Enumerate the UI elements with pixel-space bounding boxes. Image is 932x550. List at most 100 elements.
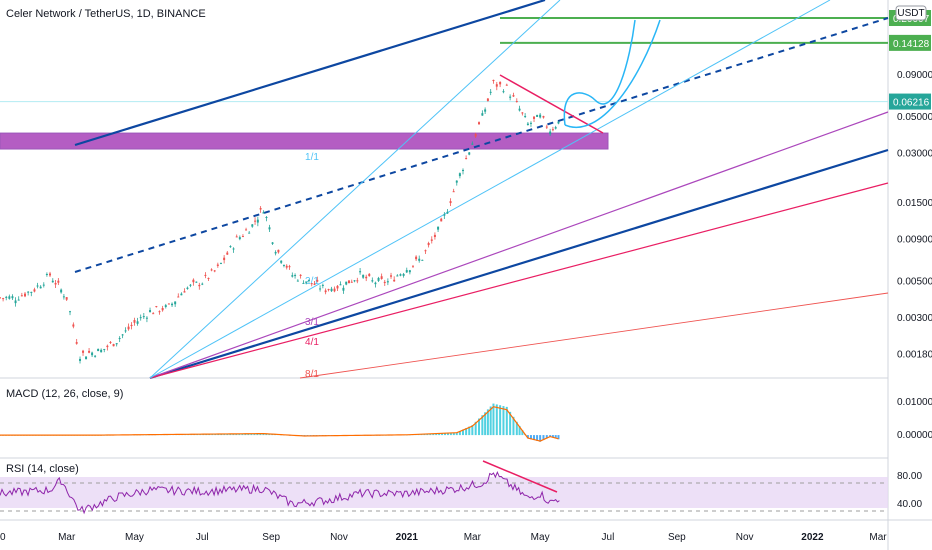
price-candle <box>118 338 121 340</box>
price-candle <box>380 276 383 279</box>
price-candle <box>282 264 285 266</box>
time-tick-label: Jul <box>196 532 209 543</box>
rsi-tick-label: 40.00 <box>897 499 922 510</box>
price-candle <box>551 129 554 131</box>
currency-badge[interactable] <box>895 5 927 21</box>
price-tick-label: 0.00300 <box>897 313 932 324</box>
price-candle <box>226 252 229 255</box>
macd-histogram-bar <box>259 433 262 436</box>
price-candle <box>502 91 505 93</box>
price-candle <box>223 257 226 261</box>
price-candle <box>339 284 342 286</box>
price-tick-label: 0.01500 <box>897 198 932 209</box>
price-candle <box>171 303 174 306</box>
price-candle <box>319 288 322 290</box>
price-candle <box>265 217 268 219</box>
price-candle <box>368 273 371 277</box>
price-candle <box>481 113 484 116</box>
price-candle <box>365 276 368 279</box>
macd-histogram-bar <box>539 435 542 442</box>
price-tick-label: 0.00900 <box>897 235 932 246</box>
price-candle <box>167 303 170 305</box>
price-candle <box>124 330 127 332</box>
price-candle <box>232 248 235 250</box>
fan-line-4 <box>299 292 889 379</box>
price-candle <box>321 284 324 286</box>
fan-label: 8/1 <box>305 369 319 380</box>
price-candle <box>449 201 452 204</box>
currency-label: USDT <box>897 8 924 19</box>
fan-line-3 <box>149 182 889 379</box>
price-candle <box>427 242 430 246</box>
price-candle <box>310 283 313 285</box>
price-candle <box>186 287 189 289</box>
price-candle <box>155 306 158 308</box>
price-candle <box>69 311 72 313</box>
price-candle <box>415 256 418 260</box>
price-candle <box>149 310 152 313</box>
price-tag-label: 0.14128 <box>893 39 930 50</box>
macd-histogram-bar <box>484 412 487 436</box>
price-candle <box>526 123 529 126</box>
macd-histogram-bar <box>509 411 512 436</box>
price-candle <box>462 169 465 172</box>
time-tick-label: May <box>125 532 144 543</box>
price-candle <box>505 84 508 86</box>
price-candle <box>8 296 11 299</box>
price-candle <box>296 280 299 282</box>
fan-label: 3/1 <box>305 317 319 328</box>
macd-histogram-bar <box>515 421 518 436</box>
price-candle <box>484 109 487 112</box>
price-candle <box>192 279 195 283</box>
macd-histogram-bar <box>512 416 515 436</box>
price-tick-label: 0.05000 <box>897 112 932 123</box>
price-candle <box>94 355 97 357</box>
price-candle <box>294 275 297 277</box>
rsi-series <box>0 460 888 515</box>
price-tick-label: 0.00500 <box>897 277 932 288</box>
resistance-trendline <box>74 0 546 147</box>
price-tick-label: 0.00180 <box>897 350 932 361</box>
price-candle <box>499 81 502 85</box>
price-candle <box>411 265 414 267</box>
price-candle <box>433 234 436 238</box>
price-candle <box>408 270 411 273</box>
price-candle <box>285 265 288 268</box>
price-candle <box>521 112 524 114</box>
price-candle <box>424 250 427 252</box>
price-candle <box>0 297 1 299</box>
price-candle <box>316 279 319 282</box>
time-tick-label: Mar <box>58 532 76 543</box>
price-candle <box>33 289 36 292</box>
macd-histogram-bar <box>444 432 447 436</box>
price-candle <box>30 291 33 293</box>
macd-histogram-bar <box>478 418 481 436</box>
fan-line-2 <box>149 111 889 379</box>
macd-histogram-bar <box>529 435 532 440</box>
price-candle <box>51 280 54 283</box>
price-candle <box>54 282 57 285</box>
axes: 0.09000 0.05000 0.03000 0.01500 0.00900 0.005… <box>0 10 932 543</box>
macd-histogram-bar <box>518 425 521 436</box>
price-candle <box>405 270 408 273</box>
fan-label: 2/1 <box>305 276 319 287</box>
wedge-line <box>499 74 604 134</box>
price-candle <box>14 300 17 304</box>
price-candle <box>57 280 60 283</box>
macd-histogram-bar <box>495 404 498 436</box>
time-tick-label: Jul <box>602 532 615 543</box>
macd-histogram-bar <box>458 430 461 436</box>
price-candle <box>183 291 186 293</box>
price-candle <box>248 232 251 234</box>
price-candle <box>468 152 471 155</box>
price-candle <box>259 208 262 210</box>
price-candle <box>324 290 327 293</box>
fan-label: 1/1 <box>305 152 319 163</box>
price-candle <box>342 287 345 291</box>
macd-histogram-bar <box>455 432 458 436</box>
drawings-layer: 1/1 2/1 3/1 4/1 8/1 <box>0 0 889 380</box>
macd-histogram-bar <box>256 433 259 436</box>
price-candle <box>75 342 78 344</box>
price-candle <box>465 158 468 160</box>
